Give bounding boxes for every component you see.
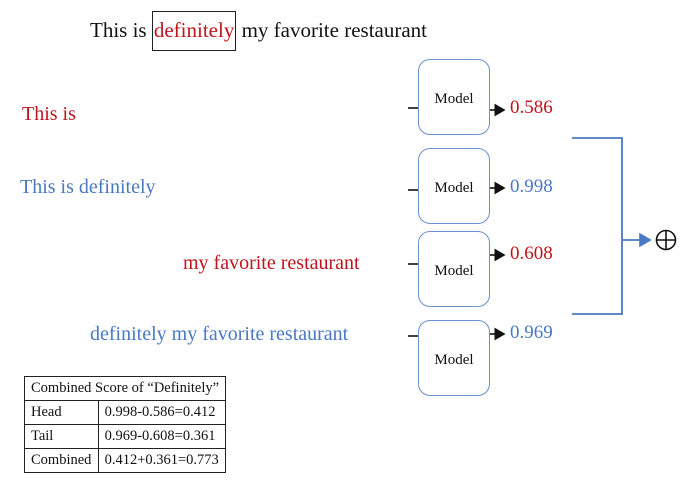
segment-text-1: This is [22, 103, 76, 125]
segment-text-3: my favorite restaurant [183, 252, 360, 274]
model-box-3: Model [418, 231, 490, 307]
combined-score-table: Combined Score of “Definitely” Head 0.99… [23, 376, 227, 473]
score-4: 0.969 [510, 322, 553, 343]
model-label: Model [434, 180, 474, 196]
score-3: 0.608 [510, 243, 553, 264]
oplus-icon [655, 229, 677, 251]
score-2: 0.998 [510, 176, 553, 197]
row-value: 0.969-0.608=0.361 [97, 424, 227, 449]
segment-text-2: This is definitely [20, 176, 156, 198]
input-sentence: This is definitely my favorite restauran… [90, 11, 427, 51]
model-label: Model [434, 91, 474, 107]
model-box-4: Model [418, 320, 490, 396]
row-label: Combined [24, 448, 99, 473]
model-box-2: Model [418, 148, 490, 224]
table-row: Head 0.998-0.586=0.412 [24, 400, 227, 425]
sentence-prefix: This is [90, 18, 152, 42]
combine-bracket [572, 137, 623, 315]
table-title-row: Combined Score of “Definitely” [23, 376, 227, 401]
model-box-1: Model [418, 59, 490, 135]
row-label: Head [24, 400, 99, 425]
table-title: Combined Score of “Definitely” [23, 376, 227, 401]
segment-text-4: definitely my favorite restaurant [90, 323, 349, 345]
row-value: 0.998-0.586=0.412 [97, 400, 227, 425]
model-label: Model [434, 352, 474, 368]
row-value: 0.412+0.361=0.773 [97, 448, 227, 473]
model-label: Model [434, 263, 474, 279]
highlighted-word: definitely [151, 11, 237, 51]
row-label: Tail [24, 424, 99, 449]
sentence-suffix: my favorite restaurant [236, 18, 427, 42]
score-1: 0.586 [510, 97, 553, 118]
table-row: Tail 0.969-0.608=0.361 [24, 424, 227, 449]
table-row: Combined 0.412+0.361=0.773 [24, 448, 227, 473]
